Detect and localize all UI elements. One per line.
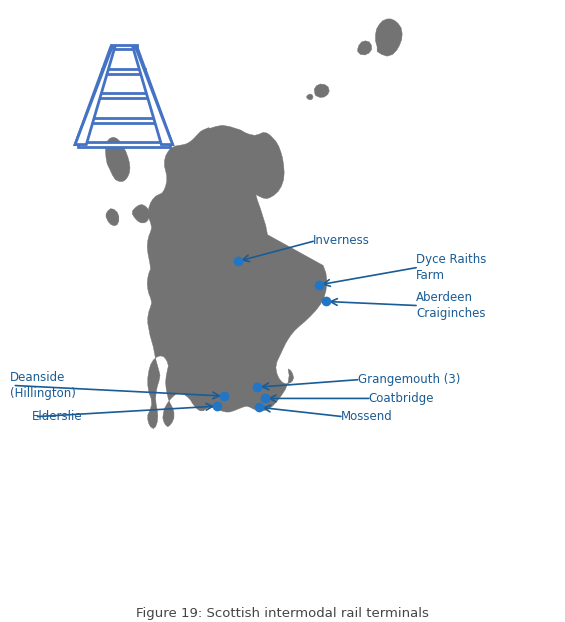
Polygon shape <box>111 45 137 50</box>
Polygon shape <box>86 118 162 123</box>
Text: Inverness: Inverness <box>313 234 370 247</box>
Text: Mossend: Mossend <box>341 411 393 423</box>
Text: Elderslie: Elderslie <box>32 411 82 423</box>
Polygon shape <box>358 41 372 55</box>
Text: Aberdeen
Craiginches: Aberdeen Craiginches <box>416 291 485 320</box>
Polygon shape <box>132 205 150 223</box>
Polygon shape <box>78 142 170 147</box>
Polygon shape <box>94 93 154 98</box>
Text: Coatbridge: Coatbridge <box>369 392 434 405</box>
Polygon shape <box>106 209 119 226</box>
Text: Dyce Raiths
Farm: Dyce Raiths Farm <box>416 253 486 282</box>
Polygon shape <box>147 126 327 429</box>
Polygon shape <box>133 47 172 144</box>
Polygon shape <box>306 94 313 100</box>
Text: Figure 19: Scottish intermodal rail terminals: Figure 19: Scottish intermodal rail term… <box>136 607 429 620</box>
Polygon shape <box>75 47 115 144</box>
Polygon shape <box>102 69 145 74</box>
Polygon shape <box>314 84 329 98</box>
Polygon shape <box>106 137 130 182</box>
Text: Deanside
(Hillington): Deanside (Hillington) <box>10 371 76 400</box>
Polygon shape <box>376 19 402 56</box>
Text: Grangemouth (3): Grangemouth (3) <box>358 373 460 386</box>
